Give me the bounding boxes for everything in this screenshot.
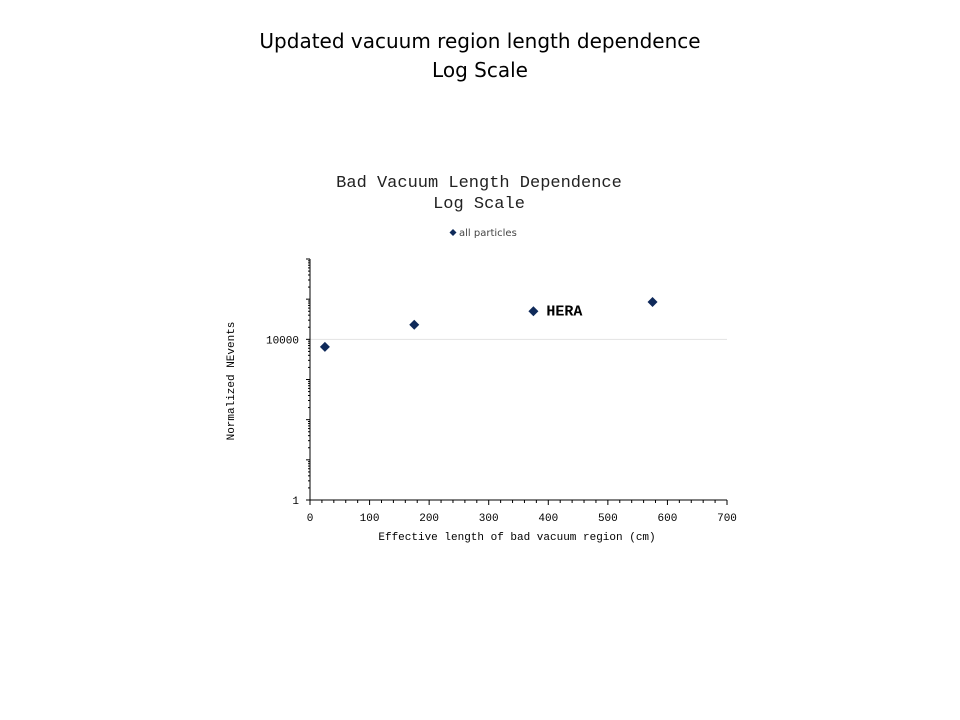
- data-point: [528, 306, 539, 317]
- x-tick-label: 700: [717, 513, 737, 525]
- chart-subtitle: Log Scale: [433, 195, 525, 214]
- point-layer: [319, 297, 658, 352]
- x-tick-label: 500: [598, 513, 618, 525]
- axis-layer: [306, 258, 728, 505]
- chart-title: Bad Vacuum Length Dependence: [336, 174, 622, 193]
- y-tick-label: 1: [292, 496, 299, 508]
- y-tick-label: 10000: [266, 335, 299, 347]
- slide-title-line-1: Updated vacuum region length dependence: [259, 29, 701, 53]
- legend-label: all particles: [459, 228, 517, 239]
- x-tick-label: 200: [419, 513, 439, 525]
- tick-label-layer: 1 10000 0 100 200 300 400 500 600 700: [266, 335, 737, 525]
- slide-title-line-2: Log Scale: [432, 58, 528, 82]
- x-tick-label: 300: [479, 513, 499, 525]
- x-tick-label: 0: [307, 513, 314, 525]
- legend: all particles: [449, 228, 517, 239]
- x-tick-label: 400: [538, 513, 558, 525]
- annotation-hera: HERA: [546, 303, 582, 320]
- data-point: [319, 341, 330, 352]
- y-axis-label: Normalized NEvents: [226, 322, 238, 441]
- data-point: [409, 319, 420, 330]
- slide-title: Updated vacuum region length dependence …: [0, 27, 960, 85]
- x-tick-label: 100: [360, 513, 380, 525]
- legend-diamond-icon: [449, 229, 457, 236]
- x-axis-label: Effective length of bad vacuum region (c…: [378, 532, 655, 544]
- x-tick-label: 600: [658, 513, 678, 525]
- data-point: [647, 297, 658, 308]
